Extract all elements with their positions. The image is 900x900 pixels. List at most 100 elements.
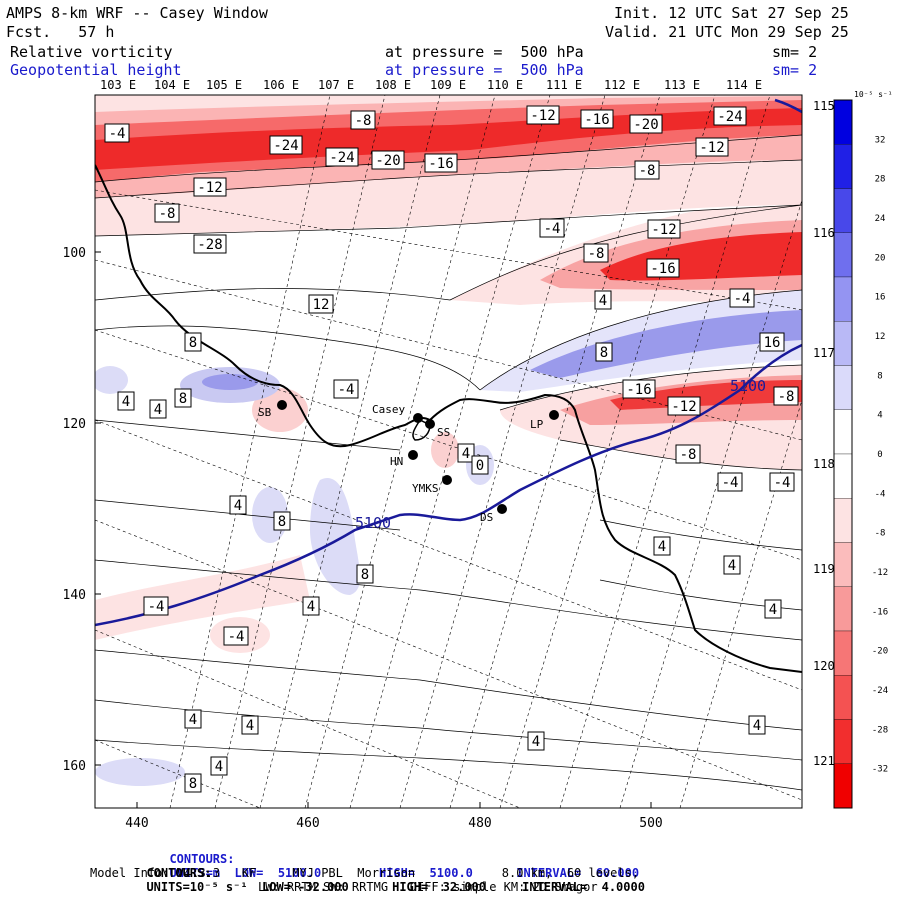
vorticity-contour-label: -4 — [729, 288, 755, 308]
vorticity-contour-value: 12 — [313, 297, 330, 313]
vorticity-contour-value: -16 — [584, 112, 609, 128]
vorticity-contour-label: -8 — [154, 203, 180, 223]
vorticity-contour-label: 8 — [595, 342, 613, 362]
vorticity-contour-label: -4 — [717, 472, 743, 492]
init-time: Init. 12 UTC Sat 27 Sep 25 — [614, 4, 849, 22]
vorticity-contour-label: 12 — [308, 294, 334, 314]
top-longitude-label: 112 E — [604, 78, 640, 92]
vorticity-contour-label: -12 — [647, 219, 681, 239]
vorticity-contour-label: 0 — [471, 455, 489, 475]
station-label: YMKS — [412, 482, 439, 495]
vorticity-contour-label: 8 — [184, 773, 202, 793]
vorticity-contour-value: -8 — [588, 246, 605, 262]
vorticity-blob-hn — [431, 432, 459, 468]
field1-name: Relative vorticity — [10, 43, 173, 61]
y-tick-label: 120 — [63, 417, 86, 432]
station-marker — [413, 413, 423, 423]
vorticity-contour-value: 4 — [769, 602, 777, 618]
vorticity-contour-label: 4 — [229, 495, 247, 515]
vorticity-contour-value: 4 — [532, 734, 540, 750]
vorticity-contour-label: -8 — [583, 243, 609, 263]
top-longitude-label: 105 E — [206, 78, 242, 92]
latlon-grid — [95, 95, 802, 808]
colorbar-segment — [833, 365, 853, 410]
vorticity-contour-label: -8 — [773, 386, 799, 406]
vorticity-contour-label: 4 — [527, 731, 545, 751]
footer-vorticity-contours-info: UNITS=10⁻⁵ s⁻¹ LOW= -32.000 HIGH= 32.000… — [146, 880, 645, 894]
station-label: SB — [258, 406, 272, 419]
vorticity-contour-value: 8 — [361, 567, 369, 583]
vorticity-contour-value: 4 — [189, 712, 197, 728]
island-coast — [412, 419, 431, 441]
vorticity-contour-value: -28 — [197, 237, 222, 253]
vorticity-contour-value: -4 — [734, 291, 751, 307]
top-longitude-label: 113 E — [664, 78, 700, 92]
vorticity-contour-value: -4 — [228, 629, 245, 645]
vorticity-blob-south — [310, 478, 360, 595]
colorbar-label: -20 — [872, 647, 888, 657]
vorticity-contour-label: -16 — [622, 379, 656, 399]
y-axis: 100 120 140 160 — [63, 246, 101, 774]
station-marker — [549, 410, 559, 420]
vorticity-contour-value: -4 — [109, 126, 126, 142]
vorticity-contour-label: -12 — [193, 177, 227, 197]
colorbar-segment — [833, 630, 853, 676]
vorticity-contour-value: 4 — [658, 539, 666, 555]
vorticity-contour-value: -24 — [717, 109, 742, 125]
colorbar-segment — [833, 188, 853, 233]
vorticity-contour-label: -24 — [269, 135, 303, 155]
colorbar-segment — [833, 232, 853, 278]
vorticity-contour-label: 4 — [723, 555, 741, 575]
vorticity-contour-label: -24 — [713, 106, 747, 126]
station-marker — [442, 475, 452, 485]
vorticity-contour-label: -8 — [675, 444, 701, 464]
vorticity-contour-value: -4 — [148, 599, 165, 615]
map-title: AMPS 8-km WRF -- Casey Window — [6, 4, 268, 22]
vorticity-contour-value: -8 — [639, 163, 656, 179]
x-tick-label: 440 — [125, 816, 148, 831]
vorticity-contour-label: 8 — [356, 564, 374, 584]
map-plot-area: -4 -8 -24 -24 -20 -16 -12 -16 -20 -24 -12 -8 -12 -8 -4… — [95, 95, 802, 808]
top-longitude-label: 114 E — [726, 78, 762, 92]
vorticity-blob-west-core — [202, 374, 258, 390]
vorticity-contour-label: -16 — [580, 109, 614, 129]
x-tick-label: 460 — [296, 816, 319, 831]
vorticity-contour-label: -20 — [371, 150, 405, 170]
vorticity-contour-label: -12 — [667, 396, 701, 416]
vorticity-contour-value: -24 — [329, 150, 354, 166]
vorticity-contour-value: 4 — [728, 558, 736, 574]
colorbar-label: 24 — [875, 214, 886, 224]
vorticity-contour-label: -24 — [325, 147, 359, 167]
station-label: HN — [390, 455, 403, 468]
valid-time: Valid. 21 UTC Mon 29 Sep 25 — [605, 23, 849, 41]
colorbar-segment — [833, 763, 853, 809]
vorticity-contour-label: -4 — [539, 218, 565, 238]
colorbar-label: -4 — [875, 489, 886, 499]
vorticity-contour-value: -4 — [544, 221, 561, 237]
vorticity-contour-label: -28 — [193, 234, 227, 254]
top-longitude-label: 103 E — [100, 78, 136, 92]
vorticity-contour-label: 4 — [457, 443, 475, 463]
vorticity-contour-value: 8 — [189, 776, 197, 792]
field1-level: at pressure = 500 hPa — [385, 43, 584, 61]
vorticity-contour-label: 4 — [653, 536, 671, 556]
vorticity-contour-value: -8 — [159, 206, 176, 222]
colorbar-unit: 10⁻⁵ s⁻¹ — [854, 90, 893, 99]
colorbar-label: 4 — [877, 411, 882, 421]
vorticity-blob-sb — [252, 388, 308, 432]
vorticity-contour-label: 4 — [117, 391, 135, 411]
station-label: SS — [437, 426, 450, 439]
top-longitude-label: 111 E — [546, 78, 582, 92]
colorbar-segment — [833, 542, 853, 587]
vorticity-contour-label: 4 — [184, 709, 202, 729]
vorticity-contour-value: -20 — [375, 153, 400, 169]
station-label: LP — [530, 418, 544, 431]
y-tick-label: 160 — [63, 759, 86, 774]
footer-vorticity-contours-title: CONTOURS: — [146, 866, 212, 880]
colorbar-label: -16 — [872, 607, 888, 617]
top-longitude-label: 108 E — [375, 78, 411, 92]
vorticity-contour-label: 8 — [174, 388, 192, 408]
station-label: Casey — [372, 403, 405, 416]
footer-height-contours-title: CONTOURS: — [169, 852, 235, 866]
